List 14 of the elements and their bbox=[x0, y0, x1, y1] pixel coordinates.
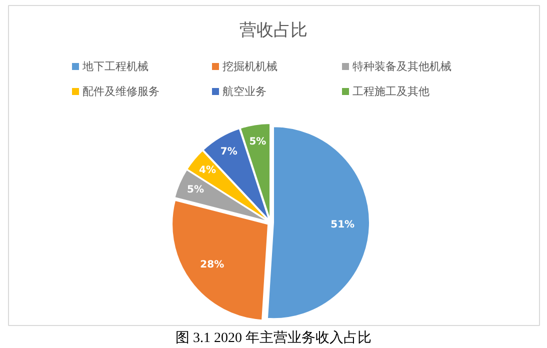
data-label: 7% bbox=[220, 146, 238, 158]
legend-label: 航空业务 bbox=[222, 85, 266, 98]
legend-label: 挖掘机机械 bbox=[222, 60, 278, 73]
legend-label: 地下工程机械 bbox=[82, 60, 148, 73]
data-label: 5% bbox=[187, 184, 204, 196]
legend-label: 配件及维修服务 bbox=[82, 85, 160, 98]
data-label: 51% bbox=[330, 219, 355, 230]
data-label: 5% bbox=[249, 136, 266, 148]
data-label: 4% bbox=[199, 164, 216, 176]
data-label: 28% bbox=[200, 259, 224, 270]
caption: 图 3.1 2020 年主营业务收入占比 bbox=[176, 330, 372, 346]
legend-label: 工程施工及其他 bbox=[352, 85, 430, 98]
chart-title: 营收占比 bbox=[240, 20, 308, 40]
legend-label: 特种装备及其他机械 bbox=[352, 60, 452, 73]
